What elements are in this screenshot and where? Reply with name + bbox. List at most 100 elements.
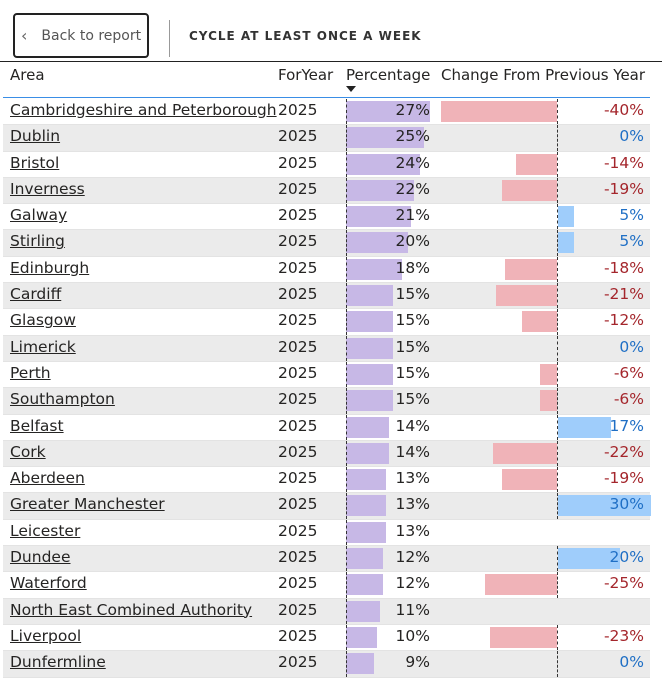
area-link[interactable]: Limerick — [10, 337, 76, 356]
change-axis — [557, 572, 558, 598]
table-row: Greater Manchester 2025 13% 30% — [3, 493, 651, 520]
change-value: 0% — [619, 653, 644, 672]
percentage-bar — [346, 442, 390, 464]
change-value: -23% — [603, 626, 644, 645]
area-link[interactable]: Cambridgeshire and Peterborough — [10, 101, 277, 119]
change-value: -6% — [613, 390, 644, 409]
table-row: Cardiff 2025 15% -21% — [3, 283, 650, 310]
back-label: Back to report — [41, 27, 142, 44]
year-cell: 2025 — [278, 285, 318, 304]
percentage-value: 13% — [395, 495, 430, 514]
table-row: Dundee 2025 12% 20% — [3, 546, 650, 573]
table-row: Bristol 2025 24% -14% — [3, 151, 650, 178]
percentage-axis — [346, 309, 347, 335]
percentage-value: 18% — [395, 258, 430, 277]
area-link[interactable]: Leicester — [10, 521, 81, 540]
percentage-axis — [346, 388, 347, 414]
change-axis — [557, 467, 558, 493]
table-row: Liverpool 2025 10% -23% — [3, 624, 650, 652]
change-bar — [558, 232, 574, 254]
percentage-axis — [346, 440, 347, 467]
year-cell: 2025 — [278, 206, 318, 225]
column-header-area[interactable]: Area — [10, 66, 45, 84]
year-cell: 2025 — [278, 363, 318, 382]
change-bar — [558, 548, 620, 570]
area-link[interactable]: Stirling — [10, 232, 65, 251]
change-axis — [557, 256, 558, 283]
table-row: Cork 2025 14% -22% — [3, 440, 650, 468]
change-value: 5% — [619, 206, 644, 225]
table-body: Cambridgeshire and Peterborough 2025 27%… — [3, 99, 651, 678]
percentage-bar — [346, 548, 384, 570]
change-bar — [558, 416, 611, 438]
back-to-report-button[interactable]: ‹ Back to report — [13, 13, 149, 58]
area-link[interactable]: Cardiff — [10, 285, 62, 304]
year-cell: 2025 — [278, 600, 318, 619]
column-header-change[interactable]: Change From Previous Year — [441, 66, 646, 84]
percentage-bar — [346, 258, 402, 280]
percentage-axis — [346, 414, 347, 440]
table-row: Dublin 2025 25% 0% — [3, 125, 650, 152]
percentage-axis — [346, 519, 347, 546]
area-link[interactable]: Cork — [10, 442, 46, 461]
percentage-axis — [346, 335, 347, 361]
change-value: -12% — [603, 311, 644, 330]
change-bar — [490, 626, 557, 648]
area-link[interactable]: Dublin — [10, 127, 61, 146]
change-bar — [539, 390, 557, 412]
table-row: Glasgow 2025 15% -12% — [3, 309, 650, 336]
area-link[interactable]: Perth — [10, 363, 51, 382]
percentage-bar — [346, 416, 390, 438]
year-cell: 2025 — [278, 548, 318, 567]
percentage-value: 22% — [395, 179, 430, 198]
column-header-percentage[interactable]: Percentage — [346, 66, 431, 84]
percentage-value: 15% — [395, 390, 430, 409]
year-cell: 2025 — [278, 127, 318, 146]
table-row: Perth 2025 15% -6% — [3, 361, 650, 389]
area-link[interactable]: Dunfermline — [10, 653, 106, 672]
percentage-axis — [346, 151, 347, 177]
area-link[interactable]: North East Combined Authority — [10, 600, 253, 619]
area-link[interactable]: Belfast — [10, 416, 64, 435]
change-axis — [557, 151, 558, 177]
percentage-value: 27% — [395, 101, 430, 119]
table-row: Southampton 2025 15% -6% — [3, 388, 650, 415]
area-link[interactable]: Liverpool — [10, 626, 82, 645]
table-row: Leicester 2025 13% — [3, 519, 650, 547]
change-value: -22% — [603, 442, 644, 461]
year-cell: 2025 — [278, 626, 318, 645]
change-value: -21% — [603, 285, 644, 304]
table-row: Edinburgh 2025 18% -18% — [3, 256, 650, 284]
percentage-bar — [346, 153, 421, 175]
change-value: 0% — [619, 127, 644, 146]
change-value: 30% — [609, 495, 644, 514]
area-link[interactable]: Glasgow — [10, 311, 76, 330]
percentage-bar — [346, 101, 430, 122]
percentage-axis — [346, 283, 347, 309]
percentage-axis — [346, 361, 347, 388]
area-link[interactable]: Edinburgh — [10, 258, 90, 277]
change-axis — [557, 177, 558, 204]
change-axis — [557, 125, 558, 151]
area-link[interactable]: Dundee — [10, 548, 71, 567]
column-header-year[interactable]: ForYear — [278, 66, 334, 84]
change-axis — [557, 546, 558, 572]
year-cell: 2025 — [278, 179, 318, 198]
area-link[interactable]: Inverness — [10, 179, 85, 198]
percentage-axis — [346, 546, 347, 572]
change-axis — [557, 440, 558, 467]
change-value: -25% — [603, 574, 644, 593]
percentage-axis — [346, 177, 347, 204]
area-link[interactable]: Aberdeen — [10, 469, 85, 488]
area-link[interactable]: Greater Manchester — [10, 495, 165, 514]
area-link[interactable]: Bristol — [10, 153, 60, 172]
area-link[interactable]: Galway — [10, 206, 68, 225]
percentage-bar — [346, 206, 412, 228]
percentage-bar — [346, 285, 393, 307]
percentage-axis — [346, 493, 347, 519]
change-bar — [493, 442, 557, 464]
area-link[interactable]: Waterford — [10, 574, 87, 593]
percentage-axis — [346, 125, 347, 151]
chevron-left-icon: ‹ — [21, 26, 28, 45]
area-link[interactable]: Southampton — [10, 390, 115, 409]
